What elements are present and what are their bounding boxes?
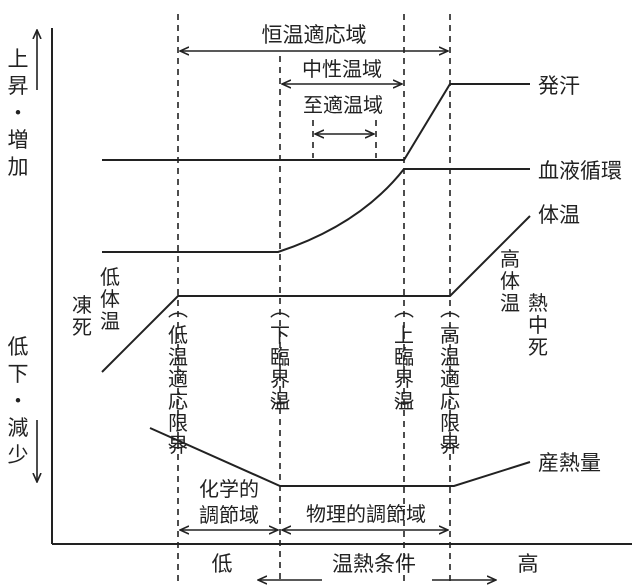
- heat-death-label: 熱中死: [528, 291, 548, 359]
- blood-circulation-curve: [102, 168, 530, 253]
- sweating-curve: [102, 83, 530, 161]
- chemical-regulation-label: 化学的調節域: [199, 477, 259, 527]
- y-axis-down-label: 低下・減少: [8, 335, 29, 467]
- low-adapt-label: ︵低温適応限界︶: [168, 297, 188, 465]
- body-temp-label: 体温: [538, 203, 580, 227]
- neutral-range-label: 中性温域: [302, 57, 382, 81]
- body-temp-curve: [101, 215, 531, 373]
- upper-critical-label: ︵上臨界温︶: [394, 297, 414, 421]
- high-adapt-label: ︵高温適応限界︶: [440, 297, 460, 465]
- y-axis-up-label: 上昇・増加: [8, 47, 29, 179]
- lower-critical-label: ︵下臨界温︶: [270, 297, 290, 421]
- hypothermia-label: 低体温: [100, 265, 120, 333]
- x-low-label: 低: [212, 552, 233, 576]
- physical-regulation-label: 物理的調節域: [306, 502, 426, 526]
- freeze-death-label: 凍死: [72, 293, 92, 339]
- hyperthermia-label: 高体温: [500, 247, 520, 315]
- homeothermic-range-label: 恒温適応域: [262, 23, 367, 47]
- x-high-label: 高: [518, 552, 539, 576]
- blood-circulation-label: 血液循環: [538, 159, 622, 183]
- x-axis-title: 温熱条件: [332, 552, 416, 576]
- heat-production-curve: [149, 427, 531, 487]
- sweating-label: 発汗: [538, 74, 580, 98]
- optimal-range-label: 至適温域: [303, 93, 383, 117]
- heat-production-label: 産熱量: [538, 451, 601, 475]
